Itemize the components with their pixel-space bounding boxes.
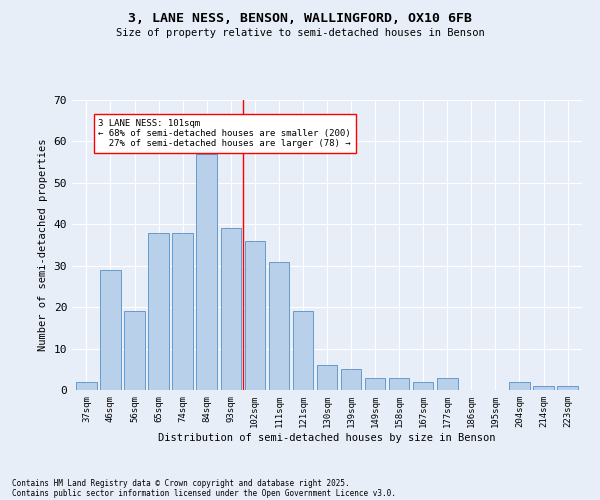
Bar — [413, 382, 433, 390]
Bar — [437, 378, 458, 390]
Bar — [124, 312, 145, 390]
Bar — [557, 386, 578, 390]
Text: 3, LANE NESS, BENSON, WALLINGFORD, OX10 6FB: 3, LANE NESS, BENSON, WALLINGFORD, OX10 … — [128, 12, 472, 26]
Bar — [76, 382, 97, 390]
Bar — [100, 270, 121, 390]
Text: Contains public sector information licensed under the Open Government Licence v3: Contains public sector information licen… — [12, 488, 396, 498]
Bar — [533, 386, 554, 390]
Text: Size of property relative to semi-detached houses in Benson: Size of property relative to semi-detach… — [116, 28, 484, 38]
Bar — [317, 365, 337, 390]
Bar — [341, 370, 361, 390]
Bar — [269, 262, 289, 390]
Y-axis label: Number of semi-detached properties: Number of semi-detached properties — [38, 138, 48, 352]
Bar — [293, 312, 313, 390]
Bar — [365, 378, 385, 390]
Bar — [148, 232, 169, 390]
Bar — [389, 378, 409, 390]
Bar — [509, 382, 530, 390]
Bar — [172, 232, 193, 390]
Bar — [245, 241, 265, 390]
Text: 3 LANE NESS: 101sqm
← 68% of semi-detached houses are smaller (200)
  27% of sem: 3 LANE NESS: 101sqm ← 68% of semi-detach… — [98, 118, 351, 148]
Bar — [196, 154, 217, 390]
Bar — [221, 228, 241, 390]
Text: Contains HM Land Registry data © Crown copyright and database right 2025.: Contains HM Land Registry data © Crown c… — [12, 478, 350, 488]
X-axis label: Distribution of semi-detached houses by size in Benson: Distribution of semi-detached houses by … — [158, 432, 496, 442]
